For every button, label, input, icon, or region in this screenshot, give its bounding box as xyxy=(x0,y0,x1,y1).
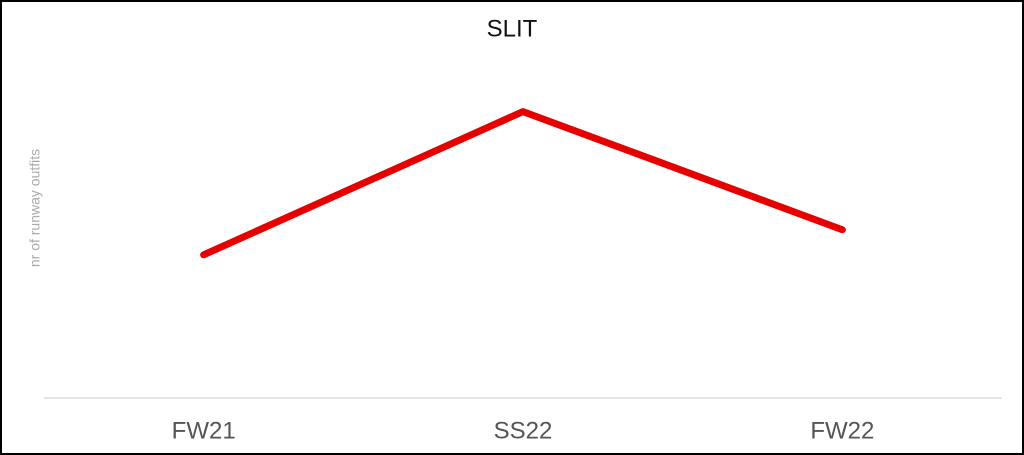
line xyxy=(200,108,846,259)
chart-title: SLIT xyxy=(487,15,538,42)
x-tick-label: FW21 xyxy=(172,417,236,444)
y-axis-label: nr of runway outfits xyxy=(27,149,43,267)
x-tick-label: FW22 xyxy=(810,417,874,444)
x-tick-label: SS22 xyxy=(494,417,553,444)
